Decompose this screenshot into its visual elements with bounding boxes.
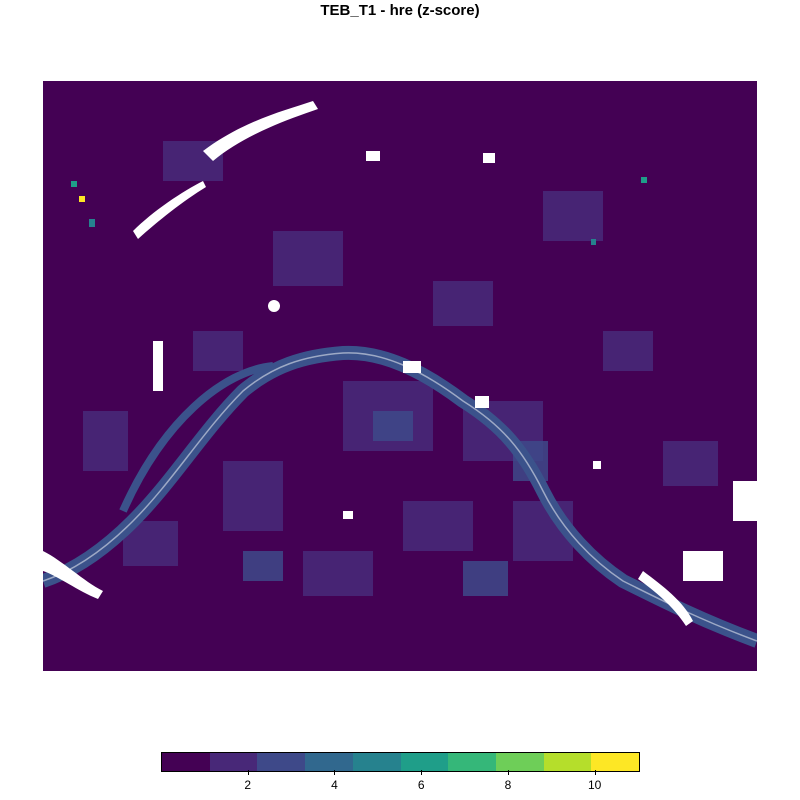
color-legend <box>161 752 640 772</box>
legend-swatch <box>543 753 592 771</box>
legend-tick-label: 4 <box>331 778 338 792</box>
legend-tick-label: 2 <box>244 778 252 792</box>
missing-data-gaps <box>43 101 757 626</box>
legend-tick-mark <box>594 770 596 775</box>
legend-swatch <box>448 753 496 771</box>
legend-swatch <box>305 753 353 771</box>
legend-tick-mark <box>334 770 336 775</box>
paris-choropleth-map <box>43 81 757 671</box>
river-loop <box>119 362 274 513</box>
legend-tick-mark <box>507 770 509 775</box>
legend-swatch <box>591 753 640 771</box>
legend-swatch <box>495 753 544 771</box>
legend-tick-label: 6 <box>417 778 425 792</box>
high-value-hotspots <box>71 177 647 245</box>
legend-swatch <box>352 753 401 771</box>
legend-swatch <box>209 753 258 771</box>
map-title: TEB_T1 - hre (z-score) <box>320 2 480 19</box>
legend-swatch <box>162 753 210 771</box>
legend-tick-mark <box>421 770 423 775</box>
legend-tick-label: 8 <box>504 778 512 792</box>
legend-tick-mark <box>247 770 249 775</box>
legend-swatch <box>257 753 306 771</box>
legend-swatch <box>400 753 449 771</box>
legend-tick-label: 10 <box>587 778 602 792</box>
